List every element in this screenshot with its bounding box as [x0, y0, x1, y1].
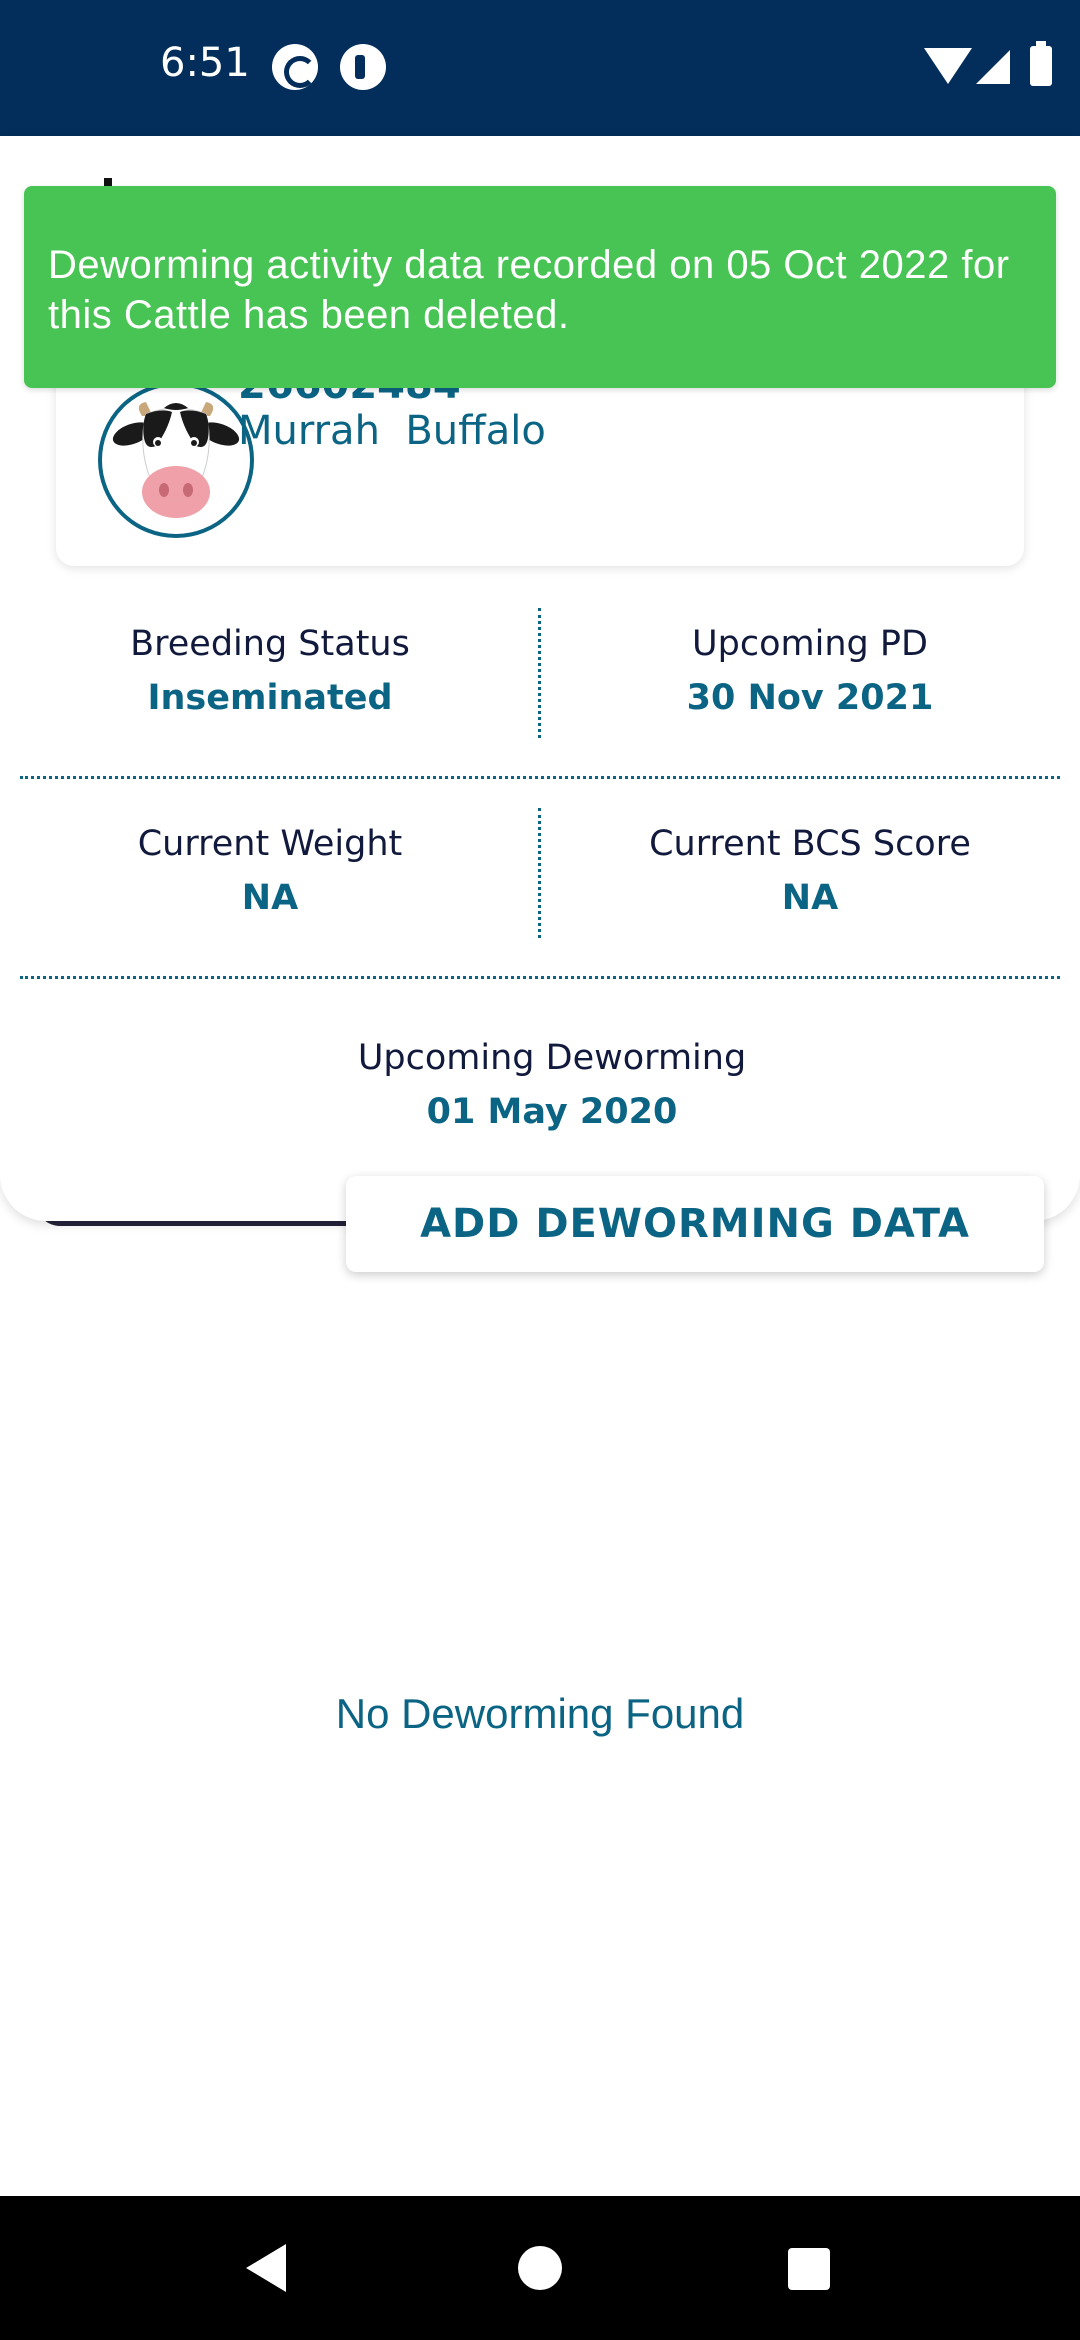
snackbar-message: Deworming activity data recorded on 05 O…	[48, 243, 1010, 337]
breeding-status-label: Breeding Status	[130, 624, 410, 664]
add-deworming-button[interactable]: ADD DEWORMING DATA	[346, 1176, 1044, 1272]
upcoming-deworming-label: Upcoming Deworming	[357, 1038, 747, 1078]
back-arrow-icon[interactable]	[104, 178, 112, 188]
success-snackbar[interactable]: Deworming activity data recorded on 05 O…	[24, 186, 1056, 388]
status-bar: 6:51	[0, 0, 1080, 136]
current-weight-label: Current Weight	[137, 824, 403, 864]
animal-breed: Murrah Buffalo	[238, 408, 546, 454]
upcoming-pd-label: Upcoming PD	[692, 624, 928, 664]
breeding-status-value: Inseminated	[147, 678, 393, 718]
current-bcs-block: Current BCS Score NA	[540, 824, 1080, 918]
current-bcs-label: Current BCS Score	[649, 824, 971, 864]
current-weight-value: NA	[241, 878, 299, 918]
upcoming-deworming-value: 01 May 2020	[426, 1092, 678, 1132]
home-icon[interactable]	[518, 2246, 562, 2290]
battery-icon	[1030, 41, 1052, 86]
app-notification-icon	[340, 44, 386, 90]
vertical-divider	[538, 608, 541, 738]
current-weight-block: Current Weight NA	[0, 824, 540, 918]
upcoming-deworming-block: Upcoming Deworming 01 May 2020	[0, 1038, 1080, 1132]
upcoming-pd-block: Upcoming PD 30 Nov 2021	[540, 624, 1080, 718]
back-icon[interactable]	[246, 2244, 286, 2292]
sync-app-icon	[272, 44, 318, 90]
signal-icon	[976, 50, 1010, 84]
horizontal-divider	[20, 776, 1060, 779]
current-bcs-value: NA	[781, 878, 839, 918]
horizontal-divider	[20, 976, 1060, 979]
status-time: 6:51	[160, 40, 250, 86]
wifi-icon	[924, 48, 972, 84]
empty-state-message: No Deworming Found	[335, 1690, 745, 1737]
vertical-divider	[538, 808, 541, 938]
cow-face-icon	[98, 382, 254, 538]
system-nav-bar	[0, 2196, 1080, 2340]
upcoming-pd-value: 30 Nov 2021	[686, 678, 934, 718]
breeding-status-block: Breeding Status Inseminated	[0, 624, 540, 718]
recents-icon[interactable]	[788, 2248, 830, 2290]
